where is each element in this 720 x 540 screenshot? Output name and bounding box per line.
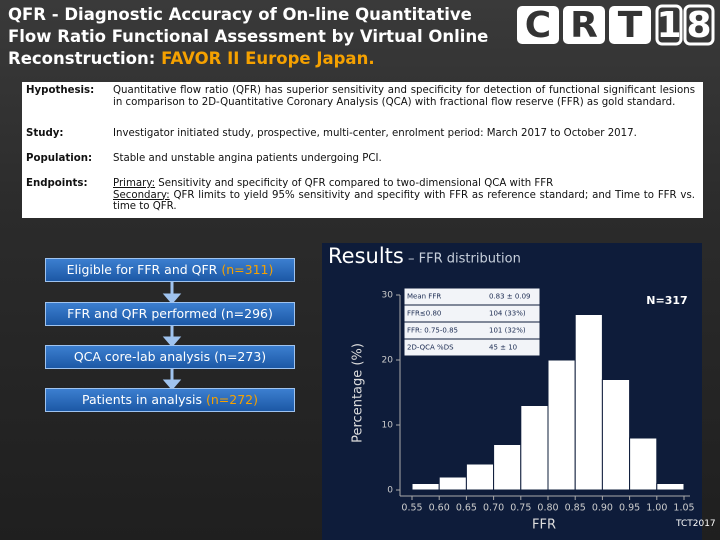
x-tick-label: 1.05 — [673, 503, 694, 514]
y-tick-label: 30 — [382, 291, 394, 301]
logo-box — [655, 4, 683, 46]
inset-label: 2D-QCA %DS — [407, 344, 454, 352]
flow-box: Patients in analysis (n=272) — [45, 388, 295, 412]
y-tick-label: 0 — [387, 486, 393, 496]
bar — [601, 379, 631, 491]
annotation: N=317 — [646, 294, 687, 307]
secondary-label: Secondary: — [113, 189, 170, 201]
logo-box — [517, 6, 559, 44]
flow-count: (n=296) — [220, 306, 273, 321]
footer: TCT2017 — [676, 519, 716, 529]
inset-value: 0.83 ± 0.09 — [489, 293, 531, 301]
title-text: QFR - Diagnostic Accuracy of On-line Qua… — [8, 5, 489, 68]
row-label: Hypothesis: — [26, 85, 95, 96]
flow-arrows — [162, 282, 182, 391]
logo-letter: 1 — [656, 5, 681, 46]
flow-box: Eligible for FFR and QFR (n=311) — [45, 258, 295, 282]
bar — [493, 444, 522, 491]
y-tick-label: 20 — [382, 356, 394, 366]
x-tick-label: 0.70 — [483, 503, 504, 514]
inset-value: 45 ± 10 — [489, 344, 517, 352]
x-tick-label: 0.75 — [510, 503, 531, 514]
arrow-head — [162, 379, 182, 391]
y-axis-label: Percentage (%) — [351, 343, 366, 443]
logo-box — [563, 6, 605, 44]
arrow-head — [162, 336, 182, 348]
slide-title: QFR - Diagnostic Accuracy of On-line Qua… — [8, 4, 508, 70]
flow-text: FFR and QFR performed — [67, 306, 221, 321]
row-text: Stable and unstable angina patients unde… — [113, 153, 382, 164]
x-tick-label: 1.00 — [646, 503, 667, 514]
inset-value: 101 (32%) — [489, 327, 526, 335]
title-highlight: FAVOR II Europe Japan. — [161, 49, 375, 68]
logo-letter: C — [525, 5, 551, 46]
study-table: Hypothesis: Quantitative flow ratio (QFR… — [22, 82, 703, 218]
row-text: Primary: Sensitivity and specificity of … — [113, 178, 695, 213]
row-label: Endpoints: — [26, 178, 88, 189]
secondary-text: QFR limits to yield 95% sensitivity and … — [113, 189, 695, 213]
x-tick-label: 0.80 — [537, 503, 558, 514]
inset-label: FFR≤0.80 — [407, 310, 441, 318]
bar — [411, 483, 440, 491]
flow-text: QCA core-lab analysis — [73, 349, 215, 364]
x-tick-label: 0.55 — [401, 503, 422, 514]
flow-box: FFR and QFR performed (n=296) — [45, 302, 295, 326]
logo-box — [609, 6, 651, 44]
inset-label: Mean FFR — [407, 293, 441, 301]
row-label: Study: — [26, 128, 64, 139]
row-text: Investigator initiated study, prospectiv… — [113, 128, 637, 139]
bar — [465, 463, 495, 491]
flow-text: Patients in analysis — [82, 392, 206, 407]
logo-box — [683, 4, 715, 46]
row-label: Population: — [26, 153, 93, 164]
chart: Results – FFR distribution FFR Percentag… — [322, 243, 702, 540]
bar — [629, 437, 658, 491]
chart-title: Results — [328, 244, 404, 268]
bar — [656, 483, 685, 491]
x-axis-label: FFR — [532, 518, 556, 533]
x-tick-label: 0.95 — [619, 503, 640, 514]
flow-box: QCA core-lab analysis (n=273) — [45, 345, 295, 369]
bar — [547, 359, 576, 491]
chart-subtitle: – FFR distribution — [408, 252, 521, 267]
bar — [520, 405, 549, 491]
primary-text: Sensitivity and specificity of QFR compa… — [155, 178, 554, 189]
flow-text: Eligible for FFR and QFR — [66, 262, 222, 277]
y-tick-label: 10 — [382, 421, 394, 431]
flow-count: (n=273) — [214, 349, 267, 364]
flow-count: (n=311) — [221, 262, 274, 277]
inset-label: FFR: 0.75-0.85 — [407, 327, 458, 335]
x-tick-label: 0.60 — [429, 503, 450, 514]
inset-value: 104 (33%) — [489, 310, 526, 318]
x-tick-label: 0.65 — [456, 503, 477, 514]
x-tick-label: 0.90 — [592, 503, 613, 514]
bar — [438, 476, 467, 491]
logo-letter: R — [570, 5, 598, 46]
row-text: Quantitative flow ratio (QFR) has superi… — [113, 85, 695, 108]
x-tick-label: 0.85 — [565, 503, 586, 514]
logo: C R T 1 8 — [517, 4, 715, 46]
flow-count: (n=272) — [205, 392, 258, 407]
arrow-head — [162, 293, 182, 305]
bar — [574, 314, 603, 491]
logo-letter: 8 — [686, 5, 711, 46]
logo-letter: T — [618, 5, 643, 46]
primary-label: Primary: — [113, 178, 156, 189]
